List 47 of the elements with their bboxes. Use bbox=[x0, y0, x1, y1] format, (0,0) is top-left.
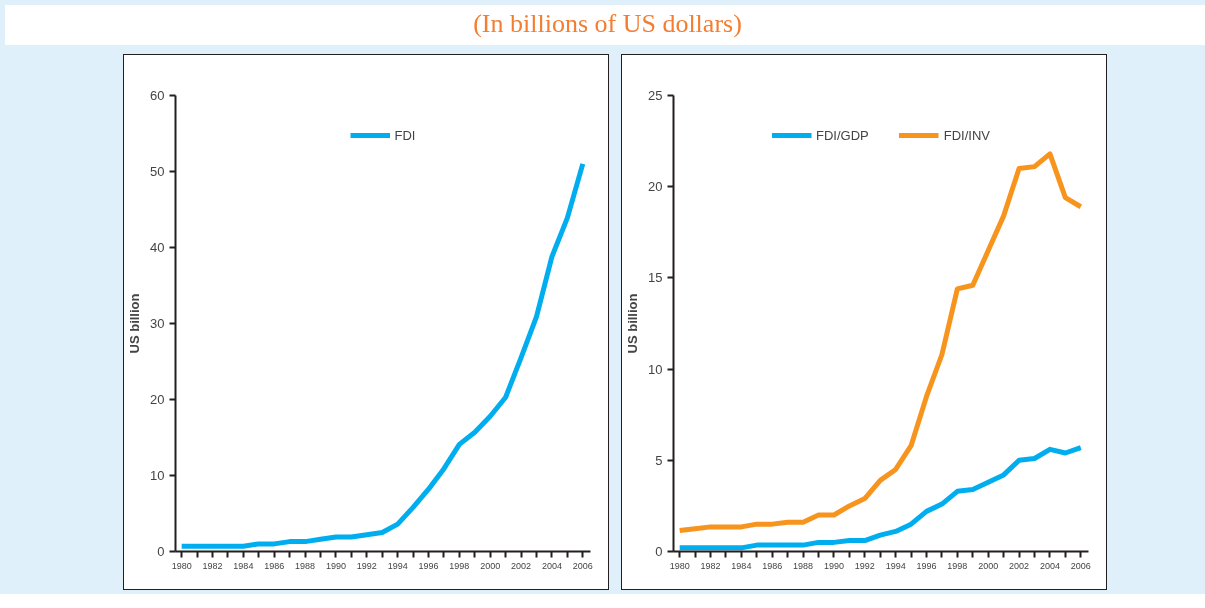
x-tick-label: 1982 bbox=[700, 560, 721, 571]
x-tick-label: 2006 bbox=[572, 560, 593, 571]
x-tick-label: 1990 bbox=[823, 560, 844, 571]
x-tick-label: 1986 bbox=[762, 560, 783, 571]
x-tick-label: 1992 bbox=[854, 560, 875, 571]
x-tick-label: 1994 bbox=[885, 560, 906, 571]
x-tick-label: 2002 bbox=[511, 560, 532, 571]
x-tick-label: 1998 bbox=[947, 560, 968, 571]
y-tick-label: 20 bbox=[648, 179, 663, 195]
legend-label: FDI bbox=[394, 127, 416, 143]
x-tick-label: 1986 bbox=[264, 560, 285, 571]
x-tick-label: 2000 bbox=[978, 560, 999, 571]
legend-label: FDI/INV bbox=[943, 127, 990, 143]
y-tick-label: 15 bbox=[648, 270, 663, 286]
y-tick-label: 10 bbox=[150, 468, 165, 483]
y-tick-label: 50 bbox=[150, 164, 165, 179]
y-tick-label: 10 bbox=[648, 361, 663, 377]
x-tick-label: 2004 bbox=[1039, 560, 1060, 571]
x-tick-label: 1984 bbox=[233, 560, 254, 571]
y-axis-title: US billion bbox=[625, 293, 641, 354]
chart-subtitle: (In billions of US dollars) bbox=[473, 8, 742, 40]
x-tick-label: 1992 bbox=[356, 560, 377, 571]
y-axis-title: US billion bbox=[127, 293, 143, 354]
x-tick-label: 1990 bbox=[325, 560, 346, 571]
x-tick-label: 1982 bbox=[202, 560, 223, 571]
x-tick-label: 2006 bbox=[1070, 560, 1091, 571]
y-tick-label: 60 bbox=[150, 88, 165, 103]
x-tick-label: 1980 bbox=[171, 560, 192, 571]
y-tick-label: 30 bbox=[150, 316, 165, 331]
x-tick-label: 1996 bbox=[916, 560, 937, 571]
x-tick-label: 2004 bbox=[541, 560, 562, 571]
x-tick-label: 1996 bbox=[418, 560, 439, 571]
x-tick-label: 1984 bbox=[731, 560, 752, 571]
x-tick-label: 1994 bbox=[387, 560, 408, 571]
y-tick-label: 5 bbox=[655, 452, 663, 468]
y-tick-label: 25 bbox=[648, 88, 663, 103]
y-tick-label: 0 bbox=[157, 544, 165, 559]
y-tick-label: 0 bbox=[655, 544, 663, 559]
y-tick-label: 40 bbox=[150, 240, 165, 255]
x-tick-label: 1980 bbox=[669, 560, 690, 571]
x-tick-label: 1998 bbox=[449, 560, 470, 571]
x-tick-label: 2002 bbox=[1009, 560, 1030, 571]
y-tick-label: 20 bbox=[150, 392, 165, 407]
x-tick-label: 2000 bbox=[480, 560, 501, 571]
x-tick-label: 1988 bbox=[295, 560, 316, 571]
legend-label: FDI/GDP bbox=[816, 127, 869, 143]
x-tick-label: 1988 bbox=[793, 560, 814, 571]
